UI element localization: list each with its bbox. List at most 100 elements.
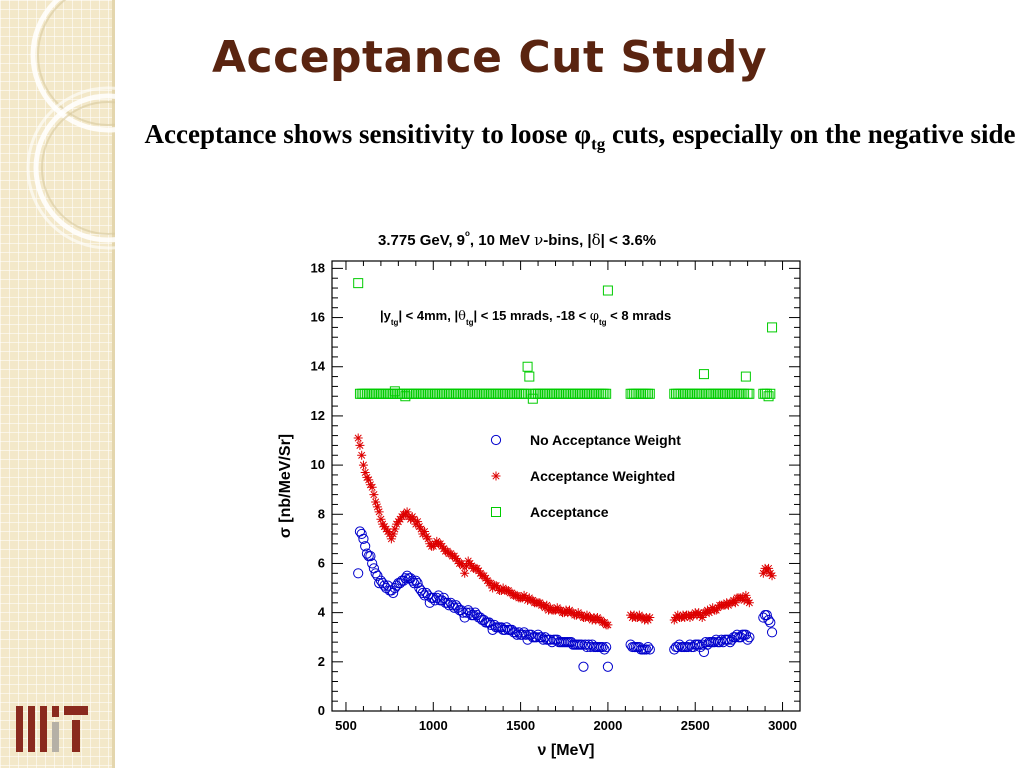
acceptance-weighted-point	[378, 519, 388, 529]
no-acceptance-weight-point	[407, 575, 418, 586]
subtitle-subscript: tg	[591, 134, 606, 154]
no-acceptance-weight-point	[601, 641, 612, 653]
no-acceptance-weight-point	[602, 661, 614, 672]
y-tick-label: 14	[311, 359, 326, 374]
acceptance-weighted-point	[524, 593, 534, 603]
acceptance-weighted-point	[577, 610, 587, 620]
acceptance-weighted-point	[467, 561, 477, 571]
no-acceptance-weight-point	[449, 602, 460, 613]
acceptance-point	[744, 388, 755, 399]
legend: No Acceptance Weight Acceptance Weighted A…	[490, 432, 681, 520]
acceptance-weighted-point	[465, 558, 475, 568]
acceptance-weighted-point	[453, 556, 463, 566]
no-acceptance-weight-point	[447, 600, 458, 611]
acceptance-weighted-point	[629, 610, 639, 620]
no-acceptance-weight-point	[367, 558, 378, 569]
acceptance-weighted-point	[400, 509, 410, 519]
acceptance-weighted-point	[418, 529, 428, 539]
acceptance-weighted-point	[552, 603, 562, 613]
acceptance-weighted-point	[407, 512, 417, 522]
acceptance-weighted-point	[432, 536, 442, 546]
acceptance-weighted-point	[386, 534, 396, 544]
acceptance-weighted-point	[383, 526, 393, 536]
subtitle-text-start: Acceptance shows sensitivity to loose	[144, 119, 575, 149]
acceptance-point	[524, 371, 535, 382]
nu-symbol: ν	[534, 231, 543, 249]
no-acceptance-weight-point	[489, 619, 500, 631]
acceptance-weighted-point	[708, 603, 718, 613]
acceptance-weighted-point	[461, 561, 471, 571]
acceptance-weighted-point	[392, 519, 402, 529]
acceptance-weighted-point	[367, 482, 377, 492]
acceptance-weighted-point	[694, 608, 704, 618]
no-acceptance-weight-point	[723, 634, 734, 645]
phi-symbol-chart: φ	[590, 309, 599, 324]
legend-label: Acceptance Weighted	[530, 468, 675, 484]
acceptance-weighted-point	[545, 603, 555, 613]
acceptance-weighted-point	[355, 440, 365, 450]
no-acceptance-weight-point	[353, 568, 364, 579]
acceptance-weighted-point	[697, 613, 707, 623]
no-acceptance-weight-point	[356, 528, 367, 540]
acceptance-weighted-point	[449, 551, 459, 561]
ann-3: | < 15 mrads, -18 <	[474, 308, 590, 323]
acceptance-weighted-point	[425, 539, 435, 549]
no-acceptance-weight-point	[740, 629, 751, 640]
legend-label: Acceptance	[530, 504, 609, 520]
acceptance-weighted-point	[767, 571, 777, 581]
chart-title-part1: 3.775 GeV, 9	[378, 232, 465, 249]
acceptance-weighted-point	[411, 519, 421, 529]
acceptance-point	[765, 388, 776, 399]
legend-marker	[491, 471, 501, 481]
acceptance-weighted-point	[374, 507, 384, 517]
acceptance-point	[644, 388, 655, 399]
acceptance-weighted-point	[535, 598, 545, 608]
degree-sign: o	[465, 229, 470, 238]
acceptance-weighted-point	[491, 581, 501, 591]
chart-title-part3: -bins, |	[543, 232, 591, 249]
x-axis: 500 1000 1500 2000 2500 3000	[335, 261, 797, 733]
acceptance-weighted-point	[713, 603, 723, 613]
no-acceptance-weight-point	[358, 533, 369, 544]
acceptance-weighted-point	[685, 613, 695, 623]
ann-2: | < 4mm, |	[398, 308, 458, 323]
x-tick-label: 1500	[506, 718, 535, 733]
slide-subtitle: Acceptance shows sensitivity to loose φt…	[140, 114, 1020, 164]
no-acceptance-weight-point	[431, 592, 442, 603]
acceptance-weighted-point	[475, 568, 485, 578]
cut-annotation: |ytg| < 4mm, |θtg| < 15 mrads, -18 < φtg…	[380, 308, 671, 327]
acceptance-weighted-point	[379, 522, 389, 532]
acceptance-weighted-point	[645, 613, 655, 623]
acceptance-weighted-point	[357, 450, 367, 460]
cross-section-figure: 3.775 GeV, 9o, 10 MeV ν-bins, |δ| < 3.6%…	[277, 229, 801, 759]
ann-1: |y	[380, 308, 392, 323]
acceptance-point	[767, 322, 778, 333]
y-axis: 0 2 4 6 8 10 12 14 16 18	[311, 260, 800, 718]
acceptance-weighted-point	[592, 613, 602, 623]
acceptance-weighted-point	[414, 522, 424, 532]
delta-symbol: δ	[592, 231, 601, 249]
no-acceptance-weight-point	[370, 568, 381, 579]
no-acceptance-weight-point	[417, 587, 428, 599]
acceptance-point	[601, 388, 612, 399]
acceptance-weighted-point	[364, 475, 374, 485]
acceptance-weighted-point	[451, 554, 461, 564]
acceptance-weighted-point	[507, 588, 517, 598]
acceptance-weighted-point	[397, 512, 407, 522]
no-acceptance-weight-point	[702, 639, 713, 650]
acceptance-weighted-point	[542, 600, 552, 610]
y-tick-label: 12	[311, 408, 325, 423]
acceptance-weighted-point	[764, 563, 774, 573]
no-acceptance-weight-point	[599, 644, 610, 655]
no-acceptance-weight-point	[501, 622, 512, 633]
acceptance-weighted-point	[360, 467, 370, 477]
acceptance-weighted-point	[741, 590, 751, 600]
acceptance-weighted-point	[435, 539, 445, 549]
acceptance-point	[522, 361, 533, 372]
acceptance-weighted-point	[442, 546, 452, 556]
phi-symbol: φ	[574, 119, 592, 149]
acceptance-weighted-point	[564, 605, 574, 615]
acceptance-weighted-point	[395, 514, 405, 524]
acceptance-point	[353, 278, 364, 289]
acceptance-weighted-point	[362, 472, 372, 482]
